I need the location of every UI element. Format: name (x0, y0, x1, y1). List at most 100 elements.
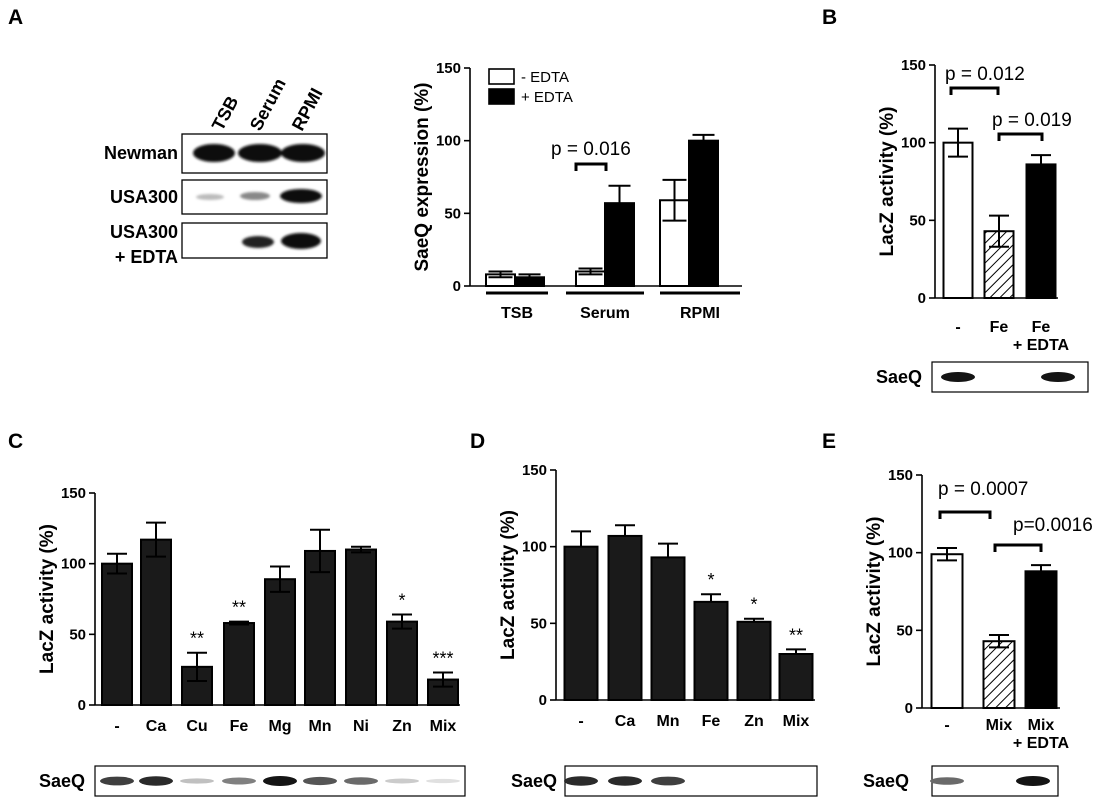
bar-fe-edta (1025, 163, 1057, 299)
x-category-label-line: Mn (656, 713, 679, 730)
x-category-label: Fe (702, 713, 721, 730)
x-category-label: - (955, 319, 960, 336)
panel-label-e: E (822, 430, 836, 453)
y-tick-label: 100 (436, 133, 461, 150)
panel-label-c: C (8, 430, 23, 453)
y-tick-label: 50 (909, 212, 926, 229)
significance-bracket (949, 86, 1000, 95)
y-tick-label: 50 (530, 615, 547, 632)
bar-zn (386, 620, 418, 707)
panel-label-b: B (822, 6, 837, 29)
saeq-band (564, 776, 598, 786)
y-tick-label: 50 (896, 622, 913, 639)
x-category-label-line: - (578, 713, 583, 730)
x-category-label: Fe (990, 319, 1009, 336)
y-tick-label: 0 (905, 700, 913, 717)
x-category-label-line: Mn (308, 718, 331, 735)
x-category-label-line: - (955, 319, 960, 336)
x-category-label: Ni (353, 718, 369, 735)
bar-mg (264, 578, 296, 706)
x-category-label-line: Fe (1032, 319, 1051, 336)
y-tick-label: 150 (888, 467, 913, 484)
x-category-label-line: Ca (615, 713, 636, 730)
bar-zn (736, 620, 772, 701)
p-value-annotation: p=0.0016 (1013, 515, 1093, 536)
bar-ca (140, 538, 172, 707)
saeq-band (1016, 776, 1050, 786)
x-category-label-line: Fe (230, 718, 249, 735)
x-category-label-line: Fe (702, 713, 721, 730)
y-axis-label: LacZ activity (%) (498, 510, 519, 660)
legend-swatch-minus-edta (488, 68, 515, 85)
saeq-band (1041, 372, 1075, 382)
saeq-label: SaeQ (863, 771, 909, 791)
significance-stars: ** (789, 625, 803, 645)
legend-label-minus-edta: - EDTA (521, 69, 569, 86)
significance-stars: *** (432, 648, 453, 668)
x-category-label: RPMI (680, 305, 720, 322)
x-category-label: Mg (268, 718, 291, 735)
x-category-label: Zn (744, 713, 764, 730)
x-category-label: Ca (615, 713, 636, 730)
saeq-label: SaeQ (876, 367, 922, 387)
x-category-label: TSB (501, 305, 533, 322)
x-category-label-line: Zn (392, 718, 412, 735)
bar-tsb-plus-edta (514, 276, 545, 287)
x-category-label-line: Mix (986, 717, 1013, 734)
y-tick-label: 150 (61, 485, 86, 502)
panel-label-d: D (470, 430, 485, 453)
x-category-label: - (944, 717, 949, 734)
bar-mn (304, 549, 336, 706)
y-tick-label: 0 (918, 290, 926, 307)
x-category-label: Cu (186, 718, 207, 735)
saeq-band (651, 776, 685, 786)
blot-lane-label: TSB (208, 93, 243, 134)
p-value-annotation: p = 0.012 (945, 64, 1025, 85)
bar-fe (223, 622, 255, 707)
saeq-band (100, 776, 134, 786)
chart-c: 0 50 100 150 LacZ activity (%) - Ca ** Cu ** Fe Mg M… (37, 485, 466, 797)
y-tick-label: 0 (78, 697, 86, 714)
y-tick-label: 150 (522, 462, 547, 479)
y-axis-label: LacZ activity (%) (877, 107, 898, 257)
blot-row-label: + EDTA (115, 247, 178, 267)
bar-serum-plus-edta (604, 202, 635, 287)
x-category-label-line: Cu (186, 718, 207, 735)
y-tick-label: 100 (522, 539, 547, 556)
p-value-annotation: p = 0.019 (992, 110, 1072, 131)
significance-bracket (574, 162, 608, 171)
blot-row-label: USA300 (110, 222, 178, 242)
y-tick-label: 0 (453, 278, 461, 295)
significance-stars: ** (232, 598, 246, 618)
x-category-label-line: Ca (146, 718, 167, 735)
bar-mix (427, 678, 459, 706)
bar-mn (650, 556, 686, 702)
y-tick-label: 150 (436, 60, 461, 77)
bar-mix (778, 653, 814, 701)
saeq-band (303, 776, 337, 786)
y-axis-label: SaeQ expression (%) (412, 82, 433, 271)
x-category-label: Fe (230, 718, 249, 735)
blot-a: TSB Serum RPMI Newman USA300 USA300 + ED… (104, 75, 328, 267)
legend-swatch-plus-edta (488, 88, 515, 105)
blot-row-label: Newman (104, 143, 178, 163)
x-category-label-line: Mix (1028, 717, 1055, 734)
x-category-label: Zn (392, 718, 412, 735)
x-category-label: Mn (656, 713, 679, 730)
significance-stars: * (707, 570, 714, 590)
blot-row-label: USA300 (110, 187, 178, 207)
p-value-annotation: p = 0.0007 (938, 479, 1028, 500)
saeq-band (385, 778, 419, 784)
bar-control (563, 545, 599, 702)
saeq-band (222, 777, 256, 785)
saeq-blot-frame (564, 765, 818, 797)
x-category-label-line: Zn (744, 713, 764, 730)
saeq-band (608, 776, 642, 786)
y-tick-label: 100 (888, 545, 913, 562)
y-tick-label: 150 (901, 57, 926, 74)
bar-mix (982, 640, 1016, 709)
saeq-band (941, 372, 975, 382)
